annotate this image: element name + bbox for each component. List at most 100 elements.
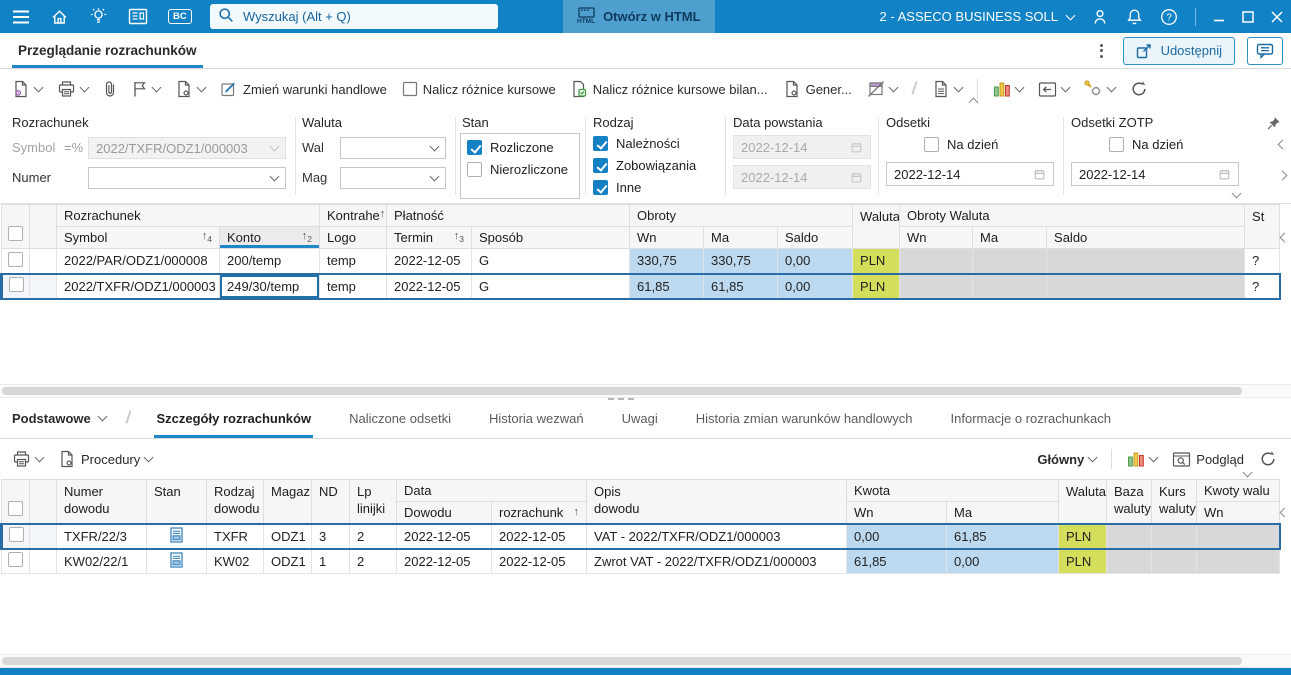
cell-logo[interactable]: temp	[319, 248, 388, 274]
cell-wn[interactable]: 61,85	[846, 548, 947, 574]
cell-baza[interactable]	[1106, 522, 1153, 550]
column-ma[interactable]: Ma	[703, 226, 779, 249]
navigate-window-button[interactable]	[1038, 81, 1071, 98]
detail-grid-horizontal-scrollbar[interactable]	[0, 654, 1291, 668]
cell-saldo[interactable]: 0,00	[777, 272, 854, 300]
detail-print-button[interactable]	[12, 450, 45, 468]
numer-filter-dropdown[interactable]	[88, 167, 286, 189]
tools-settings-button[interactable]	[1084, 80, 1117, 98]
group-kontrahent[interactable]: Kontrahe↑1	[319, 204, 388, 227]
calc-fx-differences-button[interactable]: Nalicz różnice kursowe	[402, 81, 556, 97]
column-saldo[interactable]: Saldo	[777, 226, 854, 249]
preview-button[interactable]: Podgląd	[1172, 451, 1244, 468]
share-button[interactable]: Udostępnij	[1122, 36, 1235, 65]
column-data-dowodu[interactable]: Dowodu	[396, 501, 492, 524]
view-selector-dropdown[interactable]: Główny	[1037, 452, 1098, 467]
cell-ma[interactable]: 330,75	[703, 248, 779, 274]
stan-option-nierozliczone[interactable]: Nierozliczone	[467, 162, 579, 177]
column-wn-waluta[interactable]: Wn	[899, 226, 974, 249]
cell-termin[interactable]: 2022-12-05	[386, 272, 473, 300]
next-record-icon[interactable]	[1277, 170, 1288, 181]
rodzaj-option-zobowiazania[interactable]: Zobowiązania	[593, 158, 696, 173]
hamburger-menu-icon[interactable]	[12, 10, 30, 24]
page-title-tab[interactable]: Przeglądanie rozrachunków	[12, 33, 203, 68]
rodzaj-option-inne[interactable]: Inne	[593, 180, 641, 195]
group-obroty[interactable]: Obroty	[629, 204, 854, 227]
feedback-chat-button[interactable]	[1247, 36, 1283, 65]
splitter-grip[interactable]	[608, 398, 634, 400]
column-termin[interactable]: Termin ↑3	[386, 226, 473, 249]
procedures-button[interactable]: Procedury	[58, 450, 154, 468]
collapse-filter-panel-icon[interactable]	[1231, 188, 1242, 199]
cell-saldo[interactable]: 0,00	[777, 248, 854, 274]
cell-status[interactable]: ?	[1244, 272, 1281, 300]
global-search[interactable]	[210, 4, 498, 29]
scrollbar-thumb[interactable]	[2, 387, 1242, 395]
cell-numer[interactable]: TXFR/22/3	[56, 522, 147, 550]
tab-historia-zmian[interactable]: Historia zmian warunków handlowych	[695, 410, 913, 426]
cell-lp[interactable]: 2	[349, 548, 397, 574]
help-icon[interactable]: ?	[1160, 8, 1178, 26]
cell-data-rozrachunku[interactable]: 2022-12-05	[491, 522, 587, 550]
zotp-date-input[interactable]: 2022-12-14	[1071, 162, 1239, 186]
select-all-checkbox[interactable]	[8, 500, 23, 516]
row-checkbox[interactable]	[8, 552, 23, 568]
change-trade-terms-button[interactable]: Zmień warunki handlowe	[220, 80, 387, 98]
settlement-row-selected[interactable]: 2022/TXFR/ODZ1/000003 249/30/temp temp 2…	[0, 272, 1281, 300]
document-info-button[interactable]	[12, 80, 44, 98]
tab-naliczone-odsetki[interactable]: Naliczone odsetki	[349, 410, 451, 426]
group-platnosc[interactable]: Płatność	[386, 204, 631, 227]
cell-kwoty-wn[interactable]	[1196, 548, 1281, 574]
column-symbol[interactable]: Symbol ↑4	[56, 226, 220, 249]
cell-wn[interactable]: 61,85	[629, 272, 705, 300]
flag-button[interactable]	[132, 80, 162, 98]
cell-konto-focused[interactable]: 249/30/temp	[218, 272, 321, 300]
tab-szczegoly-rozrachunkow[interactable]: Szczegóły rozrachunków	[154, 398, 313, 438]
previous-record-icon[interactable]	[1277, 139, 1288, 150]
select-all-checkbox[interactable]	[8, 226, 23, 241]
cell-waluta[interactable]: PLN	[852, 272, 901, 300]
row-checkbox[interactable]	[8, 527, 24, 542]
search-input[interactable]	[241, 8, 490, 25]
tab-uwagi[interactable]: Uwagi	[621, 410, 658, 426]
column-logo[interactable]: Logo	[319, 226, 388, 249]
print-button[interactable]	[57, 80, 90, 98]
notifications-bell-icon[interactable]	[1126, 8, 1143, 26]
cell-logo[interactable]: temp	[319, 272, 388, 300]
detail-refresh-button[interactable]	[1259, 450, 1277, 468]
cell-rodzaj[interactable]: KW02	[206, 548, 264, 574]
date-to-input[interactable]: 2022-12-14	[733, 165, 871, 189]
naleznosci-checkbox[interactable]	[593, 136, 608, 151]
column-magazyn[interactable]: Magaz	[263, 479, 312, 524]
tab-historia-wezwan[interactable]: Historia wezwań	[488, 410, 584, 426]
cell-termin[interactable]: 2022-12-05	[386, 248, 473, 274]
scrollbar-thumb[interactable]	[2, 657, 1242, 665]
column-wn[interactable]: Wn	[629, 226, 705, 249]
cell-stan[interactable]	[146, 522, 207, 550]
settlement-row[interactable]: 2022/PAR/ODZ1/000008 200/temp temp 2022-…	[1, 248, 1281, 274]
collapse-side-panel-icon[interactable]	[1279, 507, 1290, 518]
open-in-html-button[interactable]: HTML Otwórz w HTML	[563, 0, 715, 33]
minimize-button[interactable]	[1213, 11, 1225, 23]
rodzaj-option-naleznosci[interactable]: Należności	[593, 136, 680, 151]
nierozliczone-checkbox[interactable]	[467, 162, 482, 177]
cell-konto[interactable]: 200/temp	[218, 248, 321, 274]
cell-waluta[interactable]: PLN	[1058, 522, 1108, 550]
stan-option-rozliczone[interactable]: Rozliczone	[467, 140, 579, 155]
cell-status[interactable]: ?	[1244, 248, 1281, 274]
symbol-filter-input[interactable]: 2022/TXFR/ODZ1/000003	[88, 137, 286, 159]
more-options-kebab-icon[interactable]	[1092, 40, 1111, 62]
column-kwota-wn[interactable]: Wn	[846, 501, 947, 524]
clear-filter-button[interactable]	[867, 80, 899, 98]
cell-waluta[interactable]: PLN	[1058, 548, 1108, 574]
column-opis-dowodu[interactable]: Opis dowodu	[586, 479, 847, 524]
cell-data-dowodu[interactable]: 2022-12-05	[396, 522, 492, 550]
collapse-side-panel-icon[interactable]	[1279, 232, 1290, 243]
cell-stan[interactable]	[146, 548, 207, 574]
cell-ma[interactable]: 61,85	[703, 272, 779, 300]
zotp-na-dzien-option[interactable]: Na dzień	[1109, 137, 1183, 152]
column-rodzaj-dowodu[interactable]: Rodzaj dowodu	[206, 479, 264, 524]
cell-kurs[interactable]	[1151, 522, 1198, 550]
column-nd[interactable]: ND	[311, 479, 350, 524]
row-checkbox[interactable]	[8, 251, 23, 267]
